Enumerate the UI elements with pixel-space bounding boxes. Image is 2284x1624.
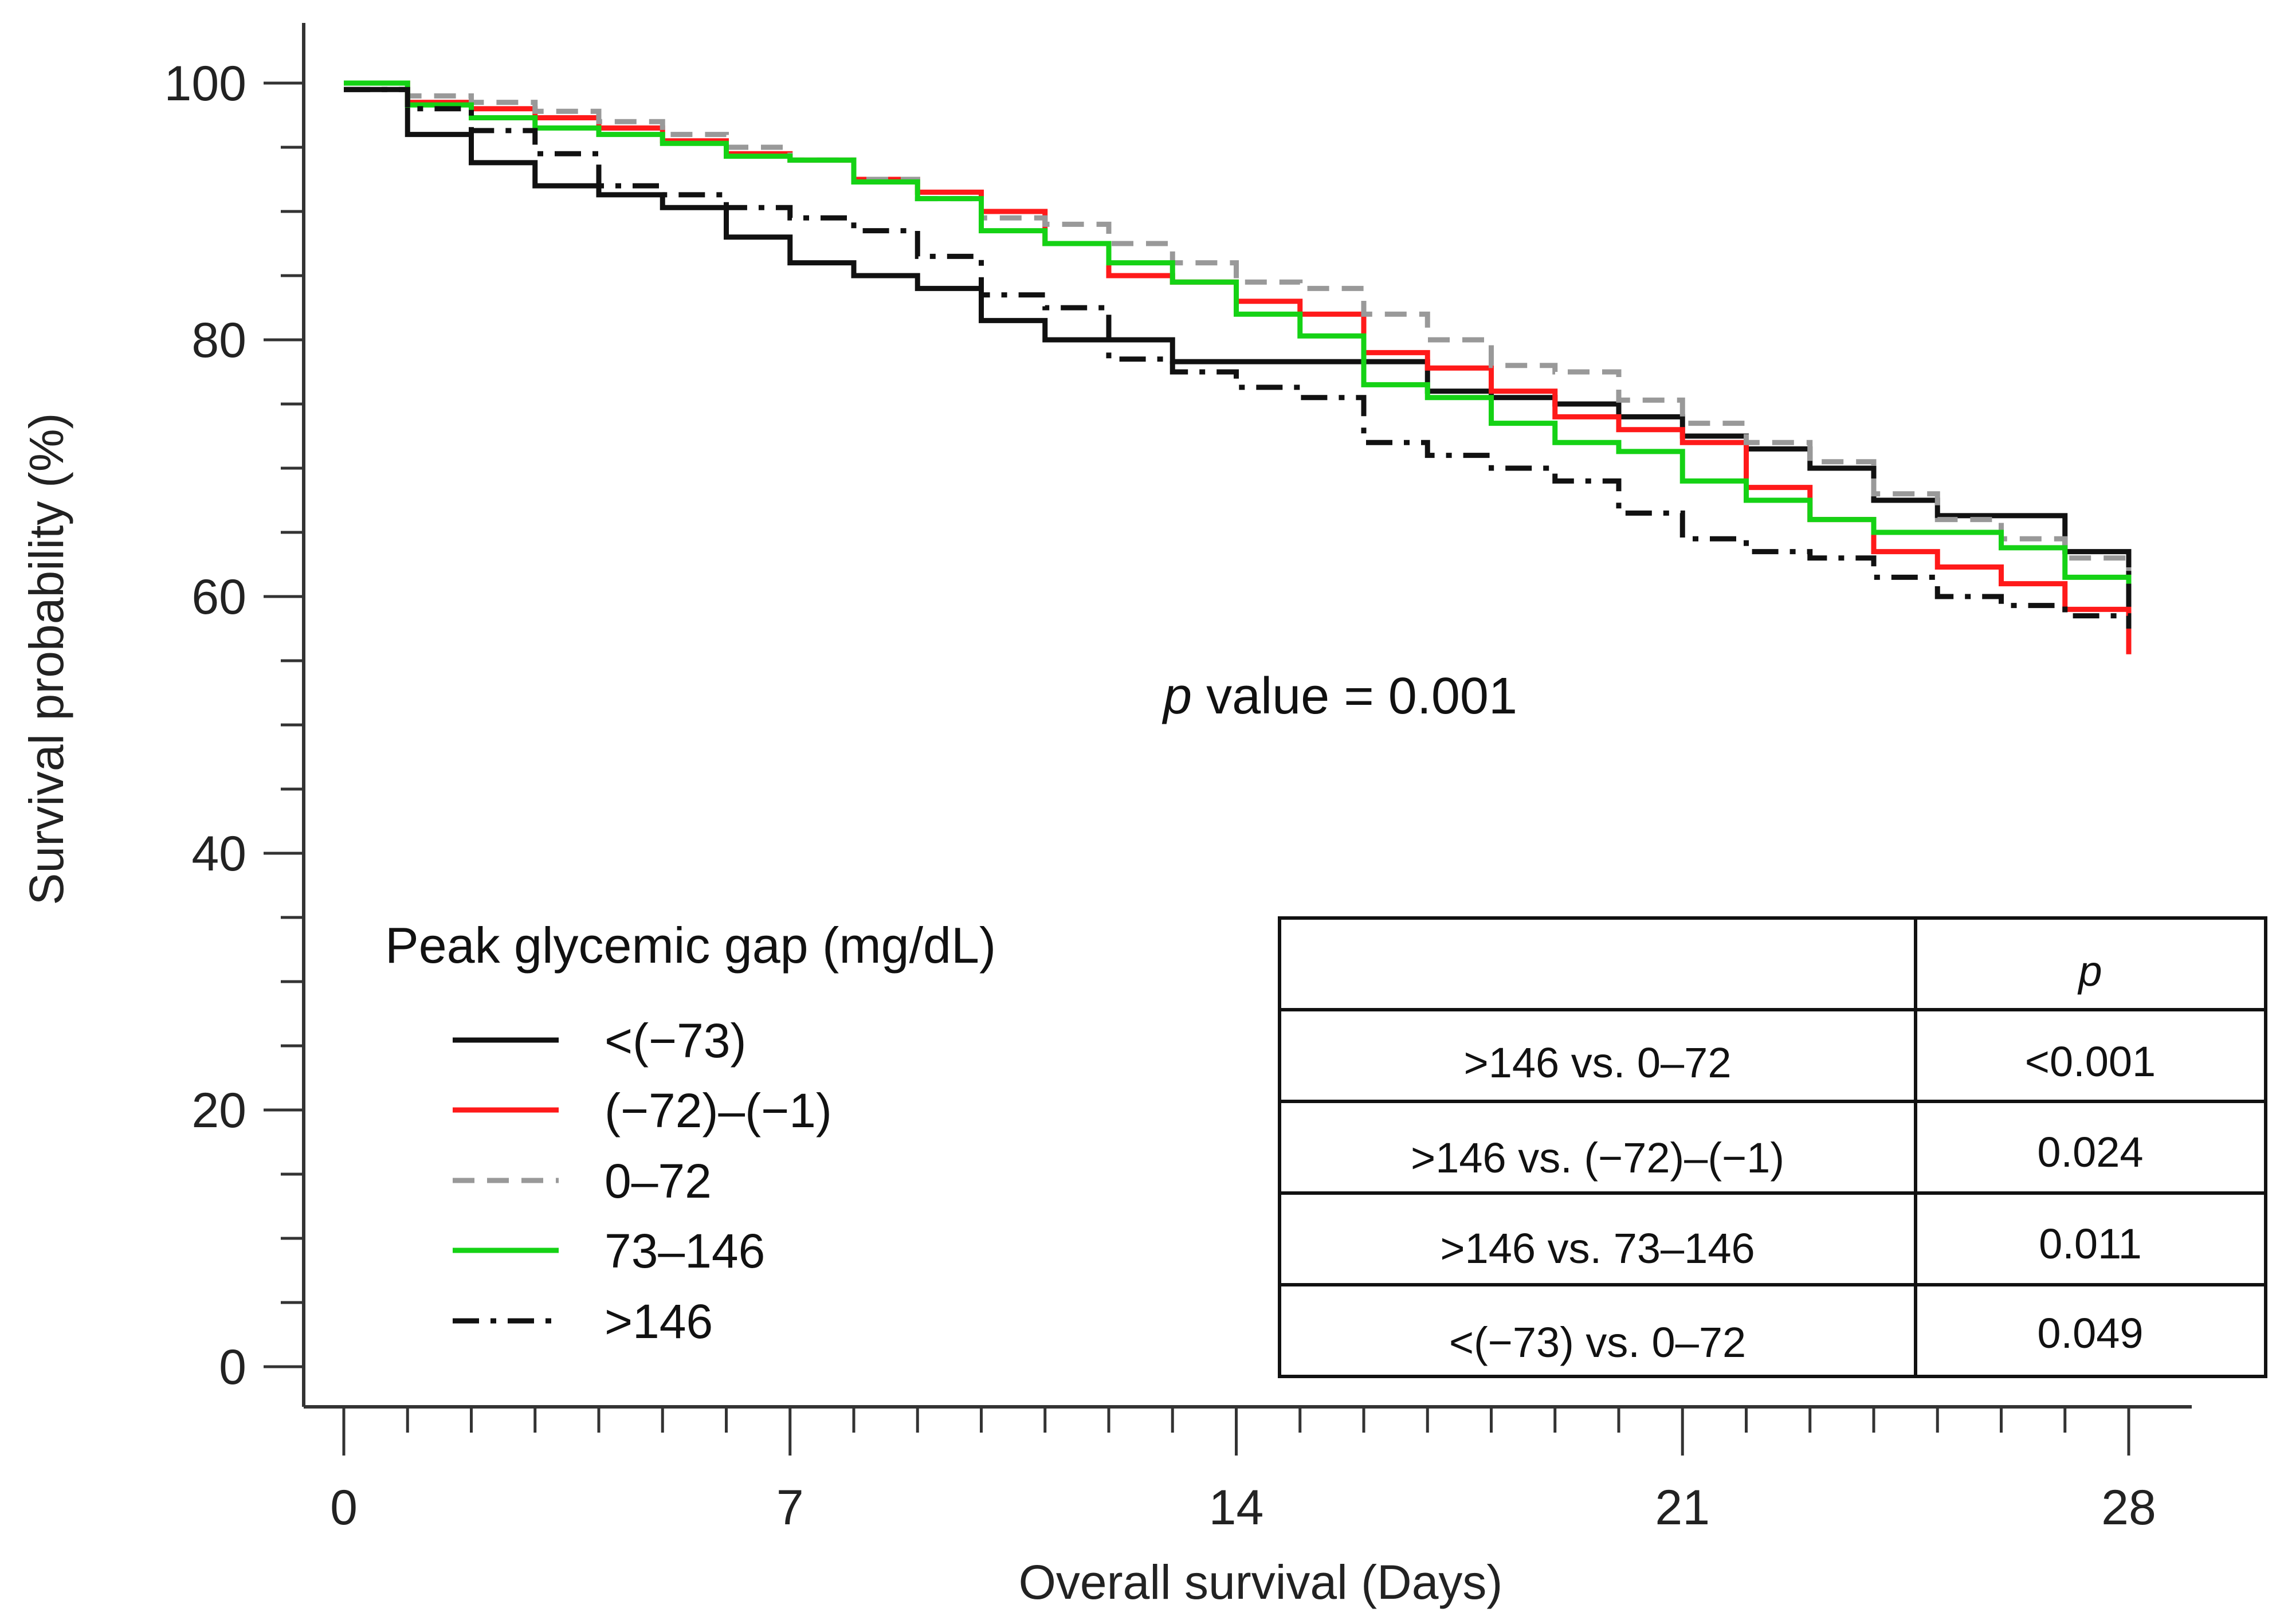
series-line-3 [344, 80, 2132, 571]
legend-title: Peak glycemic gap (mg/dL) [385, 917, 996, 974]
legend-label-5: >146 [605, 1295, 713, 1348]
table-cell: 0.024 [2037, 1128, 2143, 1176]
p-value-annotation: p value = 0.001 [1161, 668, 1517, 725]
series-line-1 [344, 87, 2132, 636]
series-line-4 [344, 80, 2132, 584]
pvalue-table: p >146 vs. 0–72 <0.001 >146 vs. (−72)–(−… [1278, 916, 2267, 1378]
table-cell: <0.001 [2025, 1038, 2156, 1085]
y-axis-title: Survival probability (%) [19, 413, 73, 905]
table-cell: 0.049 [2037, 1309, 2143, 1357]
x-axis-title: Overall survival (Days) [1019, 1555, 1503, 1609]
y-tick-label: 40 [191, 826, 246, 881]
table-cell: >146 vs. (−72)–(−1) [1411, 1134, 1784, 1182]
x-tick-label: 21 [1655, 1480, 1710, 1535]
table-border [1278, 916, 2267, 1378]
labels-layer: Overall survival (Days) Survival probabi… [19, 413, 1517, 1609]
legend-label-2: (−72)–(−1) [605, 1084, 832, 1137]
table-header-p: p [2077, 947, 2102, 995]
table-cell: >146 vs. 0–72 [1464, 1039, 1732, 1086]
x-tick-label: 7 [776, 1480, 804, 1535]
legend-label-4: 73–146 [605, 1224, 765, 1278]
y-tick-label: 20 [191, 1083, 246, 1138]
x-tick-label: 14 [1209, 1480, 1264, 1535]
table-cell: 0.011 [2039, 1220, 2142, 1268]
y-tick-label: 0 [219, 1340, 246, 1395]
axes: 0 20 40 60 80 100 0 7 14 21 28 [164, 23, 2192, 1535]
table-cell: <(−73) vs. 0–72 [1449, 1319, 1746, 1366]
y-tick-label: 100 [164, 56, 247, 111]
y-tick-label: 60 [191, 570, 246, 625]
p-value-text: value = 0.001 [1192, 668, 1517, 725]
p-value-prefix: p [1161, 668, 1192, 725]
x-tick-label: 0 [330, 1480, 358, 1535]
series-line-2 [344, 80, 2132, 654]
y-tick-label: 80 [191, 313, 246, 368]
series-layer [344, 80, 2132, 654]
x-tick-label: 28 [2101, 1480, 2156, 1535]
legend: <(−73) (−72)–(−1) 0–72 73–146 >146 [453, 1014, 832, 1348]
legend-label-3: 0–72 [605, 1154, 712, 1208]
table-cell: >146 vs. 73–146 [1440, 1225, 1755, 1272]
legend-label-1: <(−73) [605, 1014, 747, 1068]
